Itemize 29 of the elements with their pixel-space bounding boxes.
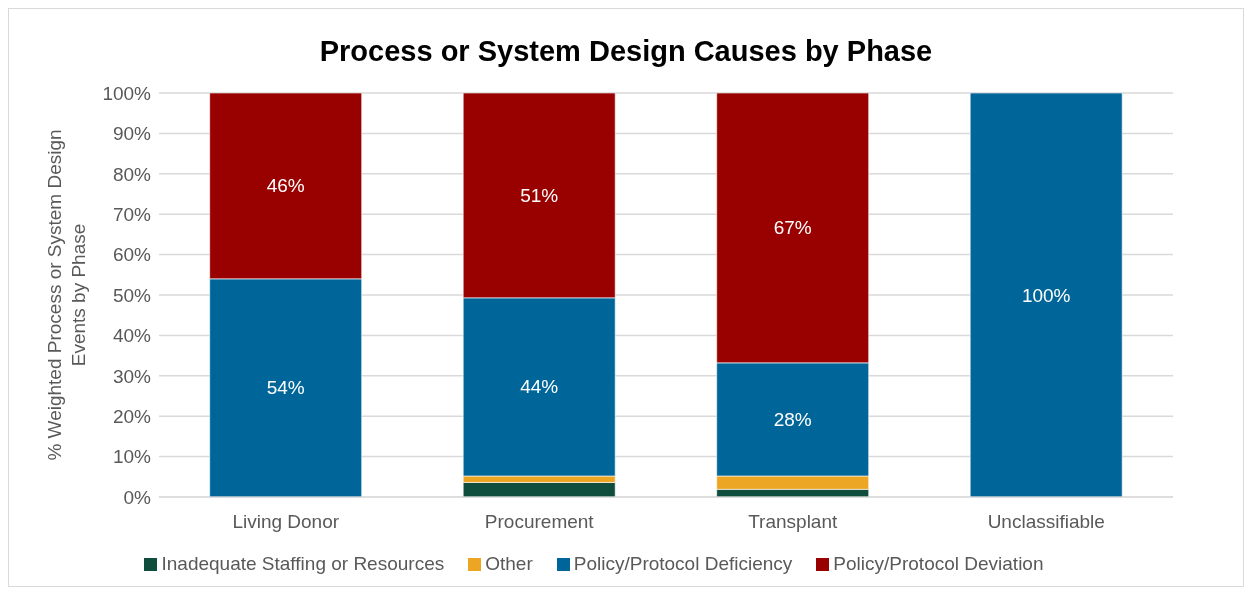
legend-label: Policy/Protocol Deficiency xyxy=(573,553,793,574)
x-tick-label: Unclassifiable xyxy=(987,511,1105,533)
data-label: 54% xyxy=(266,377,305,399)
chart-title: Process or System Design Causes by Phase xyxy=(318,34,934,69)
y-tick-label: 30% xyxy=(112,365,152,387)
data-label: 100% xyxy=(1021,284,1071,306)
y-tick-label: 20% xyxy=(112,405,152,427)
y-tick-label: 10% xyxy=(112,446,152,468)
legend-label: Other xyxy=(485,553,533,574)
legend-label: Inadequate Staffing or Resources xyxy=(161,553,445,574)
data-label: 28% xyxy=(773,408,812,430)
legend-label: Policy/Protocol Deviation xyxy=(833,553,1044,574)
data-label: 51% xyxy=(520,184,559,206)
data-label: 44% xyxy=(520,376,559,398)
y-tick-label: 80% xyxy=(112,163,152,185)
y-tick-label: 70% xyxy=(112,203,152,225)
data-label: 67% xyxy=(773,217,812,239)
x-tick-label: Living Donor xyxy=(232,511,340,533)
bar xyxy=(969,93,1123,497)
y-axis-title: % Weighted Process or System Design Events by Phase xyxy=(44,129,89,461)
y-tick-label: 90% xyxy=(112,123,152,145)
data-label: 46% xyxy=(266,175,305,197)
y-tick-label: 50% xyxy=(112,284,152,306)
x-tick-label: Procurement xyxy=(484,511,595,533)
y-tick-label: 0% xyxy=(123,486,152,508)
x-tick-label: Transplant xyxy=(748,511,838,533)
y-tick-label: 60% xyxy=(112,244,152,266)
y-tick-label: 100% xyxy=(102,82,152,104)
y-tick-label: 40% xyxy=(112,325,152,347)
